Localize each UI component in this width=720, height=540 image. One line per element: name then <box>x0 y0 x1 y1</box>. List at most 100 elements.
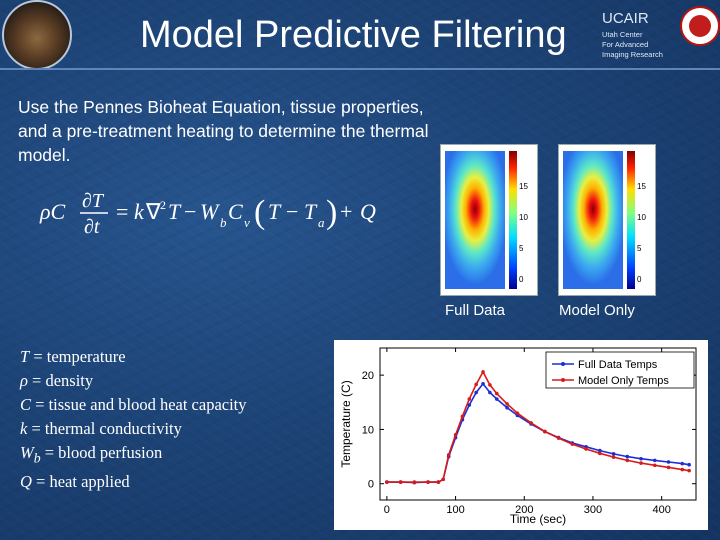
heatmap-full-svg: 15 10 5 0 <box>441 145 537 295</box>
ucair-sub-line: For Advanced <box>602 40 686 50</box>
series-point-0 <box>626 455 630 459</box>
colorbar-tick: 5 <box>637 244 642 253</box>
series-point-1 <box>653 463 657 467</box>
colorbar-tick: 10 <box>637 213 646 222</box>
series-point-1 <box>529 421 533 425</box>
svg-text:2: 2 <box>160 198 166 212</box>
ucair-sub-line: Utah Center <box>602 30 686 40</box>
series-point-1 <box>481 370 485 374</box>
svg-text:=: = <box>116 199 128 224</box>
svg-text:+: + <box>340 199 352 224</box>
svg-text:): ) <box>326 194 337 231</box>
series-point-1 <box>667 466 671 470</box>
svg-text:∂T: ∂T <box>82 190 105 212</box>
series-point-1 <box>413 480 417 484</box>
series-point-0 <box>481 382 485 386</box>
series-point-1 <box>461 415 465 419</box>
colorbar-tick: 0 <box>519 275 524 284</box>
header-bar: Model Predictive Filtering UCAIR Utah Ce… <box>0 0 720 68</box>
definition-symbol: C <box>20 395 31 414</box>
series-point-1 <box>626 459 630 463</box>
series-point-0 <box>653 459 657 463</box>
series-point-1 <box>474 383 478 387</box>
series-point-1 <box>399 480 403 484</box>
heatmap-model-svg: 15 10 5 0 <box>559 145 655 295</box>
plot-legend: Full Data Temps Model Only Temps <box>546 352 694 388</box>
ucair-sub-line: Imaging Research <box>602 50 686 60</box>
definition-row: T = temperature <box>20 345 247 369</box>
colorbar-tick: 15 <box>637 182 646 191</box>
slide-title: Model Predictive Filtering <box>140 14 567 57</box>
definition-text: = density <box>28 371 93 390</box>
svg-text:W: W <box>200 199 220 224</box>
series-point-0 <box>495 397 499 401</box>
series-point-0 <box>667 460 671 464</box>
series-point-1 <box>687 469 691 473</box>
definition-subscript: b <box>34 450 41 465</box>
x-tick-label: 100 <box>446 504 464 516</box>
series-point-1 <box>516 411 520 415</box>
ucair-label: UCAIR <box>602 10 649 27</box>
svg-text:T: T <box>304 199 318 224</box>
heatmap-full-data: 15 10 5 0 <box>440 144 538 296</box>
svg-text:∂t: ∂t <box>84 216 100 238</box>
svg-text:Q: Q <box>360 199 376 224</box>
x-axis-label: Time (sec) <box>510 512 566 526</box>
svg-text:a: a <box>318 215 325 230</box>
logo-inner-mark <box>689 15 711 37</box>
svg-text:∇: ∇ <box>145 199 161 224</box>
series-point-1 <box>488 383 492 387</box>
definition-text: = thermal conductivity <box>27 419 182 438</box>
series-point-0 <box>474 391 478 395</box>
legend-label: Model Only Temps <box>578 375 669 387</box>
series-point-1 <box>454 433 458 437</box>
colorbar-tick: 10 <box>519 213 528 222</box>
series-point-1 <box>612 455 616 459</box>
svg-text:b: b <box>220 215 227 230</box>
bioheat-equation: ρC ∂T ∂t = k ∇ 2 T − W b C v ( T − T a )… <box>36 183 406 243</box>
temperature-chart: 0 100 200 300 400 0 10 20 Time (sec) Temperature … <box>334 340 708 530</box>
svg-text:k: k <box>134 199 145 224</box>
variable-definitions: T = temperature ρ = density C = tissue a… <box>20 345 247 494</box>
series-point-1 <box>680 468 684 472</box>
colorbar-tick: 15 <box>519 182 528 191</box>
series-point-1 <box>468 397 472 401</box>
ucair-subtitle: Utah Center For Advanced Imaging Researc… <box>602 30 686 60</box>
series-point-1 <box>557 436 561 440</box>
series-point-1 <box>543 430 547 434</box>
series-point-1 <box>447 453 451 457</box>
heatmap-model-only: 15 10 5 0 <box>558 144 656 296</box>
svg-text:T: T <box>168 199 182 224</box>
header-divider <box>0 68 720 70</box>
series-point-1 <box>441 478 445 482</box>
svg-text:−: − <box>184 199 196 224</box>
legend-marker <box>561 362 565 366</box>
definition-row: C = tissue and blood heat capacity <box>20 393 247 417</box>
legend-label: Full Data Temps <box>578 359 658 371</box>
y-tick-label: 20 <box>362 370 374 382</box>
x-tick-label: 400 <box>652 504 670 516</box>
x-tick-label: 300 <box>584 504 602 516</box>
colorbar-tick: 0 <box>637 275 642 284</box>
svg-text:−: − <box>286 199 298 224</box>
definition-row: k = thermal conductivity <box>20 417 247 441</box>
series-point-0 <box>687 463 691 467</box>
series-point-0 <box>505 406 509 410</box>
definition-symbol: W <box>20 443 34 462</box>
definition-row: Q = heat applied <box>20 470 247 494</box>
temperature-plot-panel: 0 100 200 300 400 0 10 20 Time (sec) Temperature … <box>334 340 708 530</box>
legend-marker <box>561 378 565 382</box>
definition-symbol: Q <box>20 472 32 491</box>
definition-text: = temperature <box>29 347 125 366</box>
svg-text:T: T <box>268 199 282 224</box>
series-point-0 <box>639 457 643 461</box>
svg-text:ρC: ρC <box>39 199 66 224</box>
series-point-1 <box>495 392 499 396</box>
definition-text: = heat applied <box>32 472 130 491</box>
university-u-logo <box>680 6 720 46</box>
series-point-0 <box>680 462 684 466</box>
heatmap-label-model: Model Only <box>559 302 635 319</box>
series-point-1 <box>598 452 602 456</box>
svg-text:C: C <box>228 199 243 224</box>
series-point-1 <box>639 461 643 465</box>
